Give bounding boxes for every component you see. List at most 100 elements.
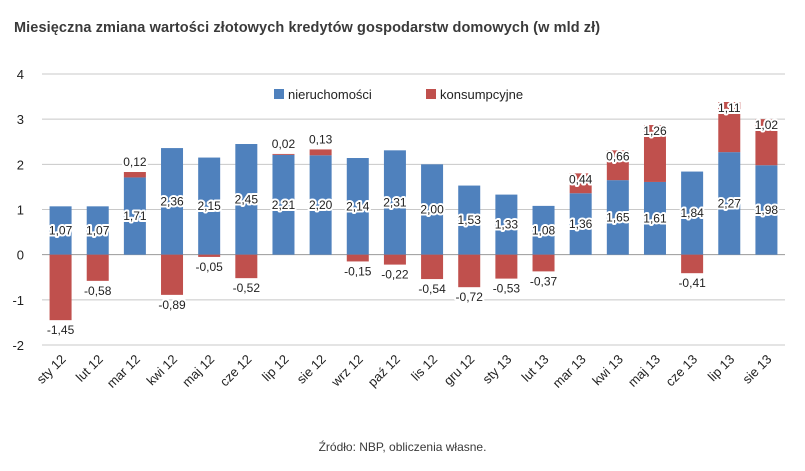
y-tick-label: 0 [17, 248, 24, 263]
y-tick-label: 1 [17, 203, 24, 218]
x-tick-label: wrz 12 [328, 352, 366, 390]
data-label-konsumpcyjne: 0,44 [569, 172, 593, 186]
data-label-nieruchomosci: 1,65 [606, 210, 630, 224]
data-label-nieruchomosci: 2,36 [160, 194, 184, 208]
data-label-nieruchomosci: 2,15 [197, 199, 221, 213]
bar-nieruchomosci [643, 181, 666, 255]
y-tick-label: 4 [17, 67, 24, 82]
bar-nieruchomosci [569, 193, 592, 255]
bar-nieruchomosci [383, 150, 406, 255]
y-tick-label: 2 [17, 157, 24, 172]
x-tick-label: lip 13 [705, 352, 738, 385]
legend-swatch-konsumpcyjne [426, 89, 436, 99]
data-label-konsumpcyjne: -0,72 [456, 290, 484, 304]
bars [49, 102, 778, 321]
data-label-nieruchomosci: 1,33 [495, 218, 519, 232]
bar-nieruchomosci [718, 152, 741, 255]
bar-nieruchomosci [49, 206, 72, 255]
data-labels: 1,07 -1,45 1,07 -0,58 1,71 0,12 2,36 -0,89 2,15 -… [45, 99, 781, 339]
x-tick-label: cze 13 [663, 352, 701, 390]
legend-label-konsumpcyjne: konsumpcyjne [440, 87, 523, 102]
data-label-konsumpcyjne: -0,58 [84, 284, 112, 298]
data-label-nieruchomosci: 1,71 [123, 209, 147, 223]
gridlines [42, 73, 785, 346]
x-tick-label: lut 12 [73, 352, 106, 385]
data-label-nieruchomosci: 1,36 [569, 217, 593, 231]
bar-konsumpcyjne [272, 153, 295, 155]
data-label-konsumpcyjne: -0,41 [678, 276, 706, 290]
data-label-nieruchomosci: 2,31 [383, 195, 407, 209]
data-label-konsumpcyjne: -0,22 [381, 268, 409, 282]
x-tick-label: lis 12 [408, 352, 440, 384]
data-label-konsumpcyjne: -0,05 [195, 260, 223, 274]
bar-nieruchomosci [309, 155, 332, 255]
y-tick-label: -2 [12, 338, 24, 353]
bar-konsumpcyjne [718, 102, 741, 153]
bar-konsumpcyjne [123, 172, 146, 178]
x-tick-label: lip 12 [259, 352, 292, 385]
bar-nieruchomosci [606, 180, 629, 255]
data-label-konsumpcyjne: 0,02 [272, 137, 296, 151]
data-label-nieruchomosci: 2,45 [235, 192, 259, 206]
x-tick-label: mar 12 [104, 352, 143, 391]
bar-nieruchomosci [681, 171, 704, 255]
data-label-konsumpcyjne: 0,13 [309, 132, 333, 146]
data-label-konsumpcyjne: 1,26 [643, 124, 667, 138]
data-label-konsumpcyjne: -0,54 [418, 282, 446, 296]
bar-konsumpcyjne [346, 254, 369, 262]
bar-konsumpcyjne [309, 149, 332, 156]
bar-nieruchomosci [235, 144, 258, 255]
x-tick-label: sie 13 [739, 352, 774, 387]
legend-swatch-nieruchomosci [274, 89, 284, 99]
data-label-nieruchomosci: 1,98 [755, 203, 779, 217]
x-tick-label: cze 12 [217, 352, 255, 390]
x-tick-label: sty 13 [479, 352, 514, 387]
data-label-nieruchomosci: 1,08 [532, 223, 556, 237]
data-label-konsumpcyjne: -0,37 [530, 274, 558, 288]
bar-konsumpcyjne [681, 254, 704, 274]
bar-konsumpcyjne [86, 254, 109, 281]
data-label-nieruchomosci: 1,07 [49, 224, 73, 238]
data-label-nieruchomosci: 1,07 [86, 224, 110, 238]
data-label-konsumpcyjne: 1,11 [718, 101, 741, 115]
x-tick-label: sie 12 [294, 352, 329, 387]
data-label-konsumpcyjne: 1,02 [755, 118, 779, 132]
bar-nieruchomosci [123, 177, 146, 255]
bar-nieruchomosci [161, 148, 184, 255]
x-tick-label: maj 13 [625, 352, 663, 390]
source-note: Źródło: NBP, obliczenia własne. [318, 440, 487, 454]
data-label-nieruchomosci: 2,00 [420, 203, 444, 217]
data-label-nieruchomosci: 1,53 [458, 213, 482, 227]
data-label-nieruchomosci: 2,27 [718, 196, 742, 210]
x-tick-label: lut 13 [519, 352, 552, 385]
chart-title: Miesięczna zmiana wartości złotowych kre… [14, 20, 601, 36]
bar-konsumpcyjne [532, 254, 555, 272]
y-tick-label: -1 [12, 293, 24, 308]
data-label-konsumpcyjne: -0,52 [233, 281, 261, 295]
data-label-nieruchomosci: 1,61 [643, 211, 667, 225]
bar-konsumpcyjne [198, 254, 221, 257]
x-tick-label: paź 12 [365, 352, 403, 390]
legend-label-nieruchomosci: nieruchomości [288, 87, 372, 102]
data-label-konsumpcyjne: -1,45 [47, 323, 75, 337]
bar-nieruchomosci [421, 164, 444, 255]
data-label-konsumpcyjne: -0,89 [158, 298, 186, 312]
data-label-nieruchomosci: 2,20 [309, 198, 333, 212]
bar-konsumpcyjne [49, 254, 72, 321]
data-label-nieruchomosci: 2,21 [272, 198, 296, 212]
x-tick-label: sty 12 [34, 352, 69, 387]
data-label-konsumpcyjne: -0,53 [493, 282, 521, 296]
data-label-konsumpcyjne: 0,12 [123, 155, 147, 169]
legend: nieruchomości konsumpcyjne [274, 87, 523, 102]
bar-nieruchomosci [532, 205, 555, 255]
y-axis: -2 -1 0 1 2 3 4 [12, 67, 24, 353]
bar-konsumpcyjne [495, 254, 518, 279]
bar-konsumpcyjne [235, 254, 258, 279]
x-tick-label: kwi 13 [589, 352, 626, 389]
x-tick-label: kwi 12 [143, 352, 180, 389]
bar-nieruchomosci [198, 157, 221, 255]
data-label-nieruchomosci: 1,84 [680, 206, 704, 220]
bar-konsumpcyjne [383, 254, 406, 265]
